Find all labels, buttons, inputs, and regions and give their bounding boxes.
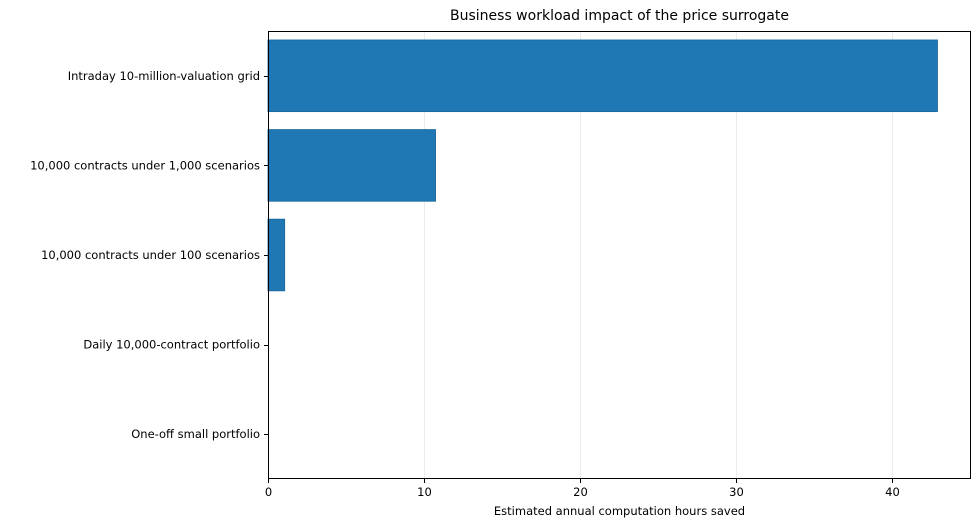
bars xyxy=(267,39,938,381)
y-category-label: One-off small portfolio xyxy=(131,427,260,441)
y-category-label: Intraday 10-million-valuation grid xyxy=(68,69,260,83)
x-tick-label: 0 xyxy=(265,485,272,499)
x-tick-label: 40 xyxy=(885,485,900,499)
y-category-label: 10,000 contracts under 100 scenarios xyxy=(41,248,260,262)
x-axis-label: Estimated annual computation hours saved xyxy=(494,504,745,518)
bar xyxy=(267,218,286,292)
bar xyxy=(267,39,938,113)
chart-title: Business workload impact of the price su… xyxy=(450,8,789,24)
plot-frame xyxy=(268,31,971,479)
x-tick-label: 20 xyxy=(573,485,588,499)
y-category-label: Daily 10,000-contract portfolio xyxy=(83,338,260,352)
bar xyxy=(267,129,436,202)
x-tick-label: 30 xyxy=(729,485,744,499)
x-tick-label: 10 xyxy=(417,485,432,499)
y-category-label: 10,000 contracts under 1,000 scenarios xyxy=(30,158,260,172)
x-axis-ticks: 0 10 20 30 40 xyxy=(265,479,900,499)
y-axis-ticks: Intraday 10-million-valuation grid 10,000… xyxy=(30,69,268,441)
